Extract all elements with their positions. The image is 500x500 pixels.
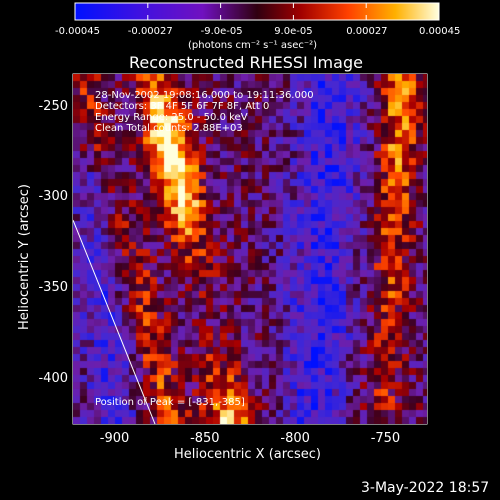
- y-axis-title: Heliocentric Y (arcsec): [17, 184, 32, 330]
- colorbar-tick-label: 0.00027: [346, 26, 388, 37]
- colorbar-tick-label: -9.0e-05: [200, 26, 243, 37]
- energy-range-text: Energy Range: 25.0 - 50.0 keV: [95, 112, 248, 123]
- y-tick-label: -250: [38, 98, 68, 114]
- footer-date: 3-May-2022 18:57: [361, 480, 490, 496]
- x-tick-label: -750: [370, 431, 401, 446]
- rhessi-image: [73, 74, 427, 424]
- colorbar-tick-label: -0.00027: [127, 26, 173, 37]
- colorbar-frame: [74, 2, 440, 21]
- x-axis-title: Heliocentric X (arcsec): [174, 447, 321, 462]
- algorithm-text: Clean Total counts: 2.88E+03: [95, 123, 243, 134]
- y-tick-label: -350: [38, 279, 68, 295]
- x-tick-label: -850: [190, 431, 220, 446]
- colorbar-tick-label: -0.00045: [55, 26, 100, 37]
- time-range-text: 28-Nov-2002 19:08:16.000 to 19:11:36.000: [95, 90, 314, 101]
- colorbar-tick-label: 0.00045: [419, 26, 461, 37]
- x-tick-label: -900: [99, 431, 130, 446]
- y-tick-label: -400: [38, 370, 68, 386]
- colorbar: [75, 3, 439, 20]
- limb-line: [73, 219, 156, 424]
- image-title: Reconstructed RHESSI Image: [129, 53, 363, 72]
- colorbar-tick-label: 9.0e-05: [274, 26, 313, 37]
- x-tick-label: -800: [280, 431, 310, 446]
- y-tick-label: -300: [38, 189, 68, 205]
- colorbar-unit-label: (photons cm⁻² s⁻¹ asec⁻²): [188, 40, 318, 51]
- detectors-text: Detectors: 3F 4F 5F 6F 7F 8F, Att 0: [95, 101, 270, 112]
- peak-position-text: Position of Peak = [-831,-385]: [95, 397, 245, 408]
- colorbar-ticks: [74, 3, 440, 20]
